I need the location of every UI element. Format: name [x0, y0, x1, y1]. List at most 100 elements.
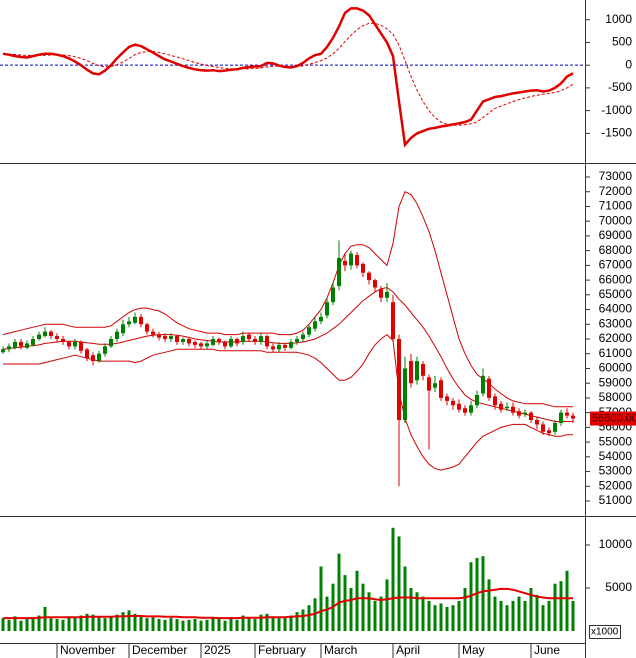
candle-body: [205, 343, 209, 347]
candle-body: [397, 339, 401, 421]
candle-body: [139, 316, 143, 325]
candle-body: [301, 334, 305, 340]
volume-bar: [115, 614, 119, 631]
candle-body: [529, 412, 533, 421]
volume-bar: [103, 618, 107, 631]
candle-body: [121, 324, 125, 334]
volume-bar: [373, 600, 377, 631]
y-tick-label: 67000: [599, 258, 633, 272]
volume-bar: [259, 614, 263, 631]
x-tick-label: February: [258, 643, 306, 657]
candle-body: [55, 336, 59, 340]
candle-body: [403, 368, 407, 421]
candle-body: [385, 291, 389, 298]
volume-bar: [367, 592, 371, 631]
volume-bar: [253, 618, 257, 631]
volume-bar: [1, 618, 5, 631]
volume-bar: [481, 556, 485, 631]
y-tick-label: -1000: [601, 103, 632, 117]
candle-body: [79, 341, 83, 351]
candle-body: [517, 411, 521, 416]
volume-bar: [559, 581, 563, 631]
volume-bar: [265, 613, 269, 631]
volume-bar: [91, 614, 95, 631]
candle-body: [571, 415, 575, 419]
candle-body: [415, 361, 419, 381]
candle-body: [181, 339, 185, 342]
unit-label: x1000: [591, 627, 619, 638]
candle-body: [283, 344, 287, 348]
candle-body: [295, 339, 299, 342]
candle-body: [115, 331, 119, 340]
candle-body: [37, 334, 41, 340]
volume-bar: [487, 579, 491, 631]
candle-body: [199, 343, 203, 347]
x-tick-label: May: [462, 643, 485, 657]
bollinger-band: [2, 191, 573, 408]
candle-body: [421, 364, 425, 376]
candle-body: [73, 341, 77, 347]
volume-bar: [109, 616, 113, 631]
candle-body: [289, 341, 293, 348]
volume-bar: [283, 617, 287, 631]
volume-bar: [205, 619, 209, 631]
volume-bar: [43, 606, 47, 631]
volume-bar: [343, 575, 347, 631]
candle-body: [187, 339, 191, 344]
candle-body: [433, 383, 437, 388]
candle-body: [163, 336, 167, 340]
volume-bar: [439, 603, 443, 631]
volume-bar: [73, 618, 77, 631]
candle-body: [169, 336, 173, 340]
y-tick-label: 60000: [599, 361, 633, 375]
volume-bar: [541, 605, 545, 631]
volume-bar: [163, 619, 167, 631]
volume-bar: [271, 616, 275, 631]
y-tick-label: 73000: [599, 169, 633, 183]
candle-body: [553, 422, 557, 432]
last-price-label: 56600.00: [592, 412, 636, 424]
volume-bar: [85, 613, 89, 631]
x-tick-label: December: [132, 643, 187, 657]
unit-box: [589, 625, 621, 639]
volume-bar: [295, 612, 299, 631]
volume-bar: [193, 618, 197, 631]
last-price-box: [590, 411, 636, 426]
volume-bar: [421, 596, 425, 631]
volume-bar: [571, 600, 575, 631]
volume-bar: [547, 600, 551, 631]
volume-bar: [289, 615, 293, 631]
candle-body: [67, 341, 71, 347]
volume-bar: [403, 566, 407, 631]
y-tick-label: 64000: [599, 302, 633, 316]
candle-body: [217, 339, 221, 342]
candle-body: [319, 316, 323, 322]
volume-bar: [529, 588, 533, 631]
candle-body: [145, 324, 149, 332]
candle-body: [457, 403, 461, 410]
volume-bar: [511, 600, 515, 631]
y-tick-label: 5000: [605, 580, 632, 594]
volume-bar: [241, 615, 245, 631]
candle-body: [493, 396, 497, 406]
candle-body: [373, 280, 377, 288]
volume-bar: [337, 553, 341, 631]
volume-bar: [97, 617, 101, 631]
volume-bar: [61, 619, 65, 631]
volume-bar: [505, 605, 509, 631]
candle-body: [367, 272, 371, 281]
candle-body: [133, 316, 137, 323]
candle-body: [451, 400, 455, 406]
y-tick-label: -500: [608, 80, 632, 94]
candle-body: [481, 375, 485, 394]
volume-bar: [235, 619, 239, 631]
volume-bar: [133, 613, 137, 631]
y-tick-label: 71000: [599, 199, 633, 213]
volume-bar: [475, 557, 479, 631]
volume-bar: [433, 605, 437, 631]
candle-body: [499, 403, 503, 410]
y-tick-label: 58000: [599, 390, 633, 404]
candle-body: [91, 355, 95, 362]
candle-body: [505, 406, 509, 409]
candle-body: [31, 339, 35, 345]
